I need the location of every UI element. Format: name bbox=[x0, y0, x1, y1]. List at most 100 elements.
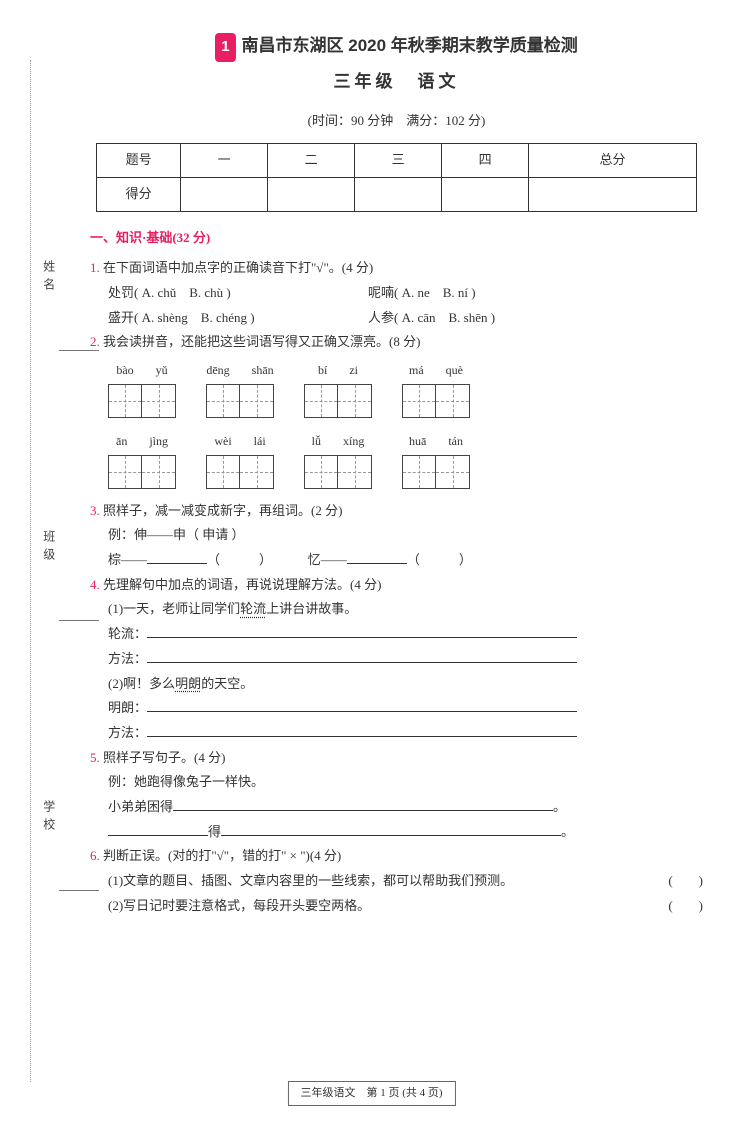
pinyin: dēng bbox=[206, 359, 229, 382]
pinyin: shān bbox=[252, 359, 274, 382]
q5-line: 小弟弟困得。 bbox=[90, 795, 703, 820]
question-3: 3. 照样子，减一减变成新字，再组词。(2 分) 例：伸——申（ 申请 ） 棕—… bbox=[90, 499, 703, 573]
pinyin: bào bbox=[116, 359, 133, 382]
statement: (1)文章的题目、插图、文章内容里的一些线索，都可以帮助我们预测。 bbox=[108, 873, 513, 888]
q3-item: 棕—— bbox=[108, 552, 147, 567]
title-badge: 1 bbox=[215, 33, 235, 62]
q4-s1: (1)一天，老师让同学们轮流上讲台讲故事。 bbox=[90, 597, 703, 622]
q-number: 2. bbox=[90, 334, 100, 349]
sentence-part: (2)啊！多么 bbox=[108, 676, 175, 691]
pinyin: bí bbox=[318, 359, 327, 382]
q-text: 照样子写句子。(4 分) bbox=[100, 750, 226, 765]
th-col: 总分 bbox=[529, 144, 697, 178]
q1-row: 处罚( A. chǔ B. chù ) 呢喃( A. ne B. ní ) bbox=[90, 281, 703, 306]
score-cell bbox=[268, 177, 355, 211]
char-box bbox=[402, 455, 436, 489]
pinyin: ān bbox=[116, 430, 127, 453]
score-table: 题号 一 二 三 四 总分 得分 bbox=[96, 143, 697, 211]
char-box bbox=[304, 455, 338, 489]
blank bbox=[147, 551, 207, 564]
q4-s2: (2)啊！多么明朗的天空。 bbox=[90, 672, 703, 697]
q-number: 5. bbox=[90, 750, 100, 765]
char-box bbox=[108, 384, 142, 418]
keyword: 明朗 bbox=[175, 676, 201, 691]
label: 明朗： bbox=[108, 700, 147, 715]
pinyin-group: dēng shān bbox=[206, 359, 274, 418]
section-heading: 一、知识·基础(32 分) bbox=[90, 226, 703, 251]
exam-meta: (时间：90 分钟 满分：102 分) bbox=[90, 109, 703, 134]
char-box bbox=[240, 384, 274, 418]
q4-line: 轮流： bbox=[90, 622, 703, 647]
keyword: 轮流 bbox=[240, 601, 266, 616]
pinyin: lái bbox=[254, 430, 266, 453]
pinyin: huā bbox=[409, 430, 426, 453]
stem: 得 bbox=[208, 824, 221, 839]
stem: 小弟弟困得 bbox=[108, 799, 173, 814]
score-cell bbox=[442, 177, 529, 211]
q6-item: (1)文章的题目、插图、文章内容里的一些线索，都可以帮助我们预测。( ) bbox=[90, 869, 703, 894]
q1-item: 处罚( A. chǔ B. chù ) bbox=[108, 281, 368, 306]
pinyin: xíng bbox=[343, 430, 364, 453]
q6-item: (2)写日记时要注意格式，每段开头要空两格。( ) bbox=[90, 894, 703, 919]
char-box bbox=[142, 384, 176, 418]
question-6: 6. 判断正误。(对的打"√"，错的打" × ")(4 分) (1)文章的题目、… bbox=[90, 844, 703, 918]
pinyin-group: lǚ xíng bbox=[304, 430, 372, 489]
q3-example: 例：伸——申（ 申请 ） bbox=[90, 523, 703, 548]
pinyin: yǔ bbox=[156, 359, 168, 382]
q-number: 3. bbox=[90, 503, 100, 518]
q-text: 我会读拼音，还能把这些词语写得又正确又漂亮。(8 分) bbox=[100, 334, 421, 349]
blank bbox=[147, 724, 577, 737]
char-box bbox=[338, 384, 372, 418]
char-box bbox=[206, 455, 240, 489]
sentence-part: 上讲台讲故事。 bbox=[266, 601, 357, 616]
pinyin: què bbox=[446, 359, 463, 382]
char-box bbox=[142, 455, 176, 489]
sentence-part: (1)一天，老师让同学们 bbox=[108, 601, 240, 616]
side-line bbox=[59, 890, 99, 891]
q-text: 先理解句中加点的词语，再说说理解方法。(4 分) bbox=[100, 577, 382, 592]
score-cell bbox=[181, 177, 268, 211]
side-label-class: 班级 bbox=[37, 530, 60, 566]
q3-blanks: 棕——（ ） 忆——（ ） bbox=[90, 548, 703, 573]
q4-line: 明朗： bbox=[90, 696, 703, 721]
blank bbox=[347, 551, 407, 564]
blank bbox=[147, 625, 577, 638]
q5-line: 得。 bbox=[90, 820, 703, 845]
pinyin-group: wèi lái bbox=[206, 430, 274, 489]
char-box bbox=[436, 384, 470, 418]
th-score-label: 得分 bbox=[97, 177, 181, 211]
pinyin: jìng bbox=[149, 430, 168, 453]
page-footer: 三年级语文 第 1 页 (共 4 页) bbox=[287, 1081, 455, 1106]
q-text: 照样子，减一减变成新字，再组词。(2 分) bbox=[100, 503, 343, 518]
pinyin: má bbox=[409, 359, 424, 382]
th-col: 一 bbox=[181, 144, 268, 178]
blank bbox=[108, 823, 208, 836]
pinyin-group: huā tán bbox=[402, 430, 470, 489]
pinyin: tán bbox=[448, 430, 463, 453]
label: 方法： bbox=[108, 725, 147, 740]
question-2: 2. 我会读拼音，还能把这些词语写得又正确又漂亮。(8 分) bào yǔ dēn… bbox=[90, 330, 703, 488]
paren: （ ） bbox=[207, 552, 266, 567]
q5-example: 例：她跑得像兔子一样快。 bbox=[90, 770, 703, 795]
side-line bbox=[59, 620, 99, 621]
char-box bbox=[436, 455, 470, 489]
table-row: 题号 一 二 三 四 总分 bbox=[97, 144, 697, 178]
q1-row: 盛开( A. shèng B. chéng ) 人参( A. cān B. sh… bbox=[90, 306, 703, 331]
pinyin: zi bbox=[349, 359, 358, 382]
pinyin: wèi bbox=[214, 430, 231, 453]
q-number: 1. bbox=[90, 260, 100, 275]
char-box bbox=[304, 384, 338, 418]
th-label: 题号 bbox=[97, 144, 181, 178]
pinyin: lǚ bbox=[312, 430, 321, 453]
answer-paren: ( ) bbox=[668, 894, 703, 919]
pinyin-group: má què bbox=[402, 359, 470, 418]
q3-item: 忆—— bbox=[308, 552, 347, 567]
side-label-name: 姓名 bbox=[37, 260, 60, 296]
blank bbox=[147, 650, 577, 663]
pinyin-group: ān jìng bbox=[108, 430, 176, 489]
title-text: 南昌市东湖区 2020 年秋季期末教学质量检测 bbox=[242, 36, 578, 55]
label: 轮流： bbox=[108, 626, 147, 641]
page-subtitle: 三年级 语文 bbox=[90, 66, 703, 98]
th-col: 三 bbox=[355, 144, 442, 178]
blank bbox=[147, 699, 577, 712]
